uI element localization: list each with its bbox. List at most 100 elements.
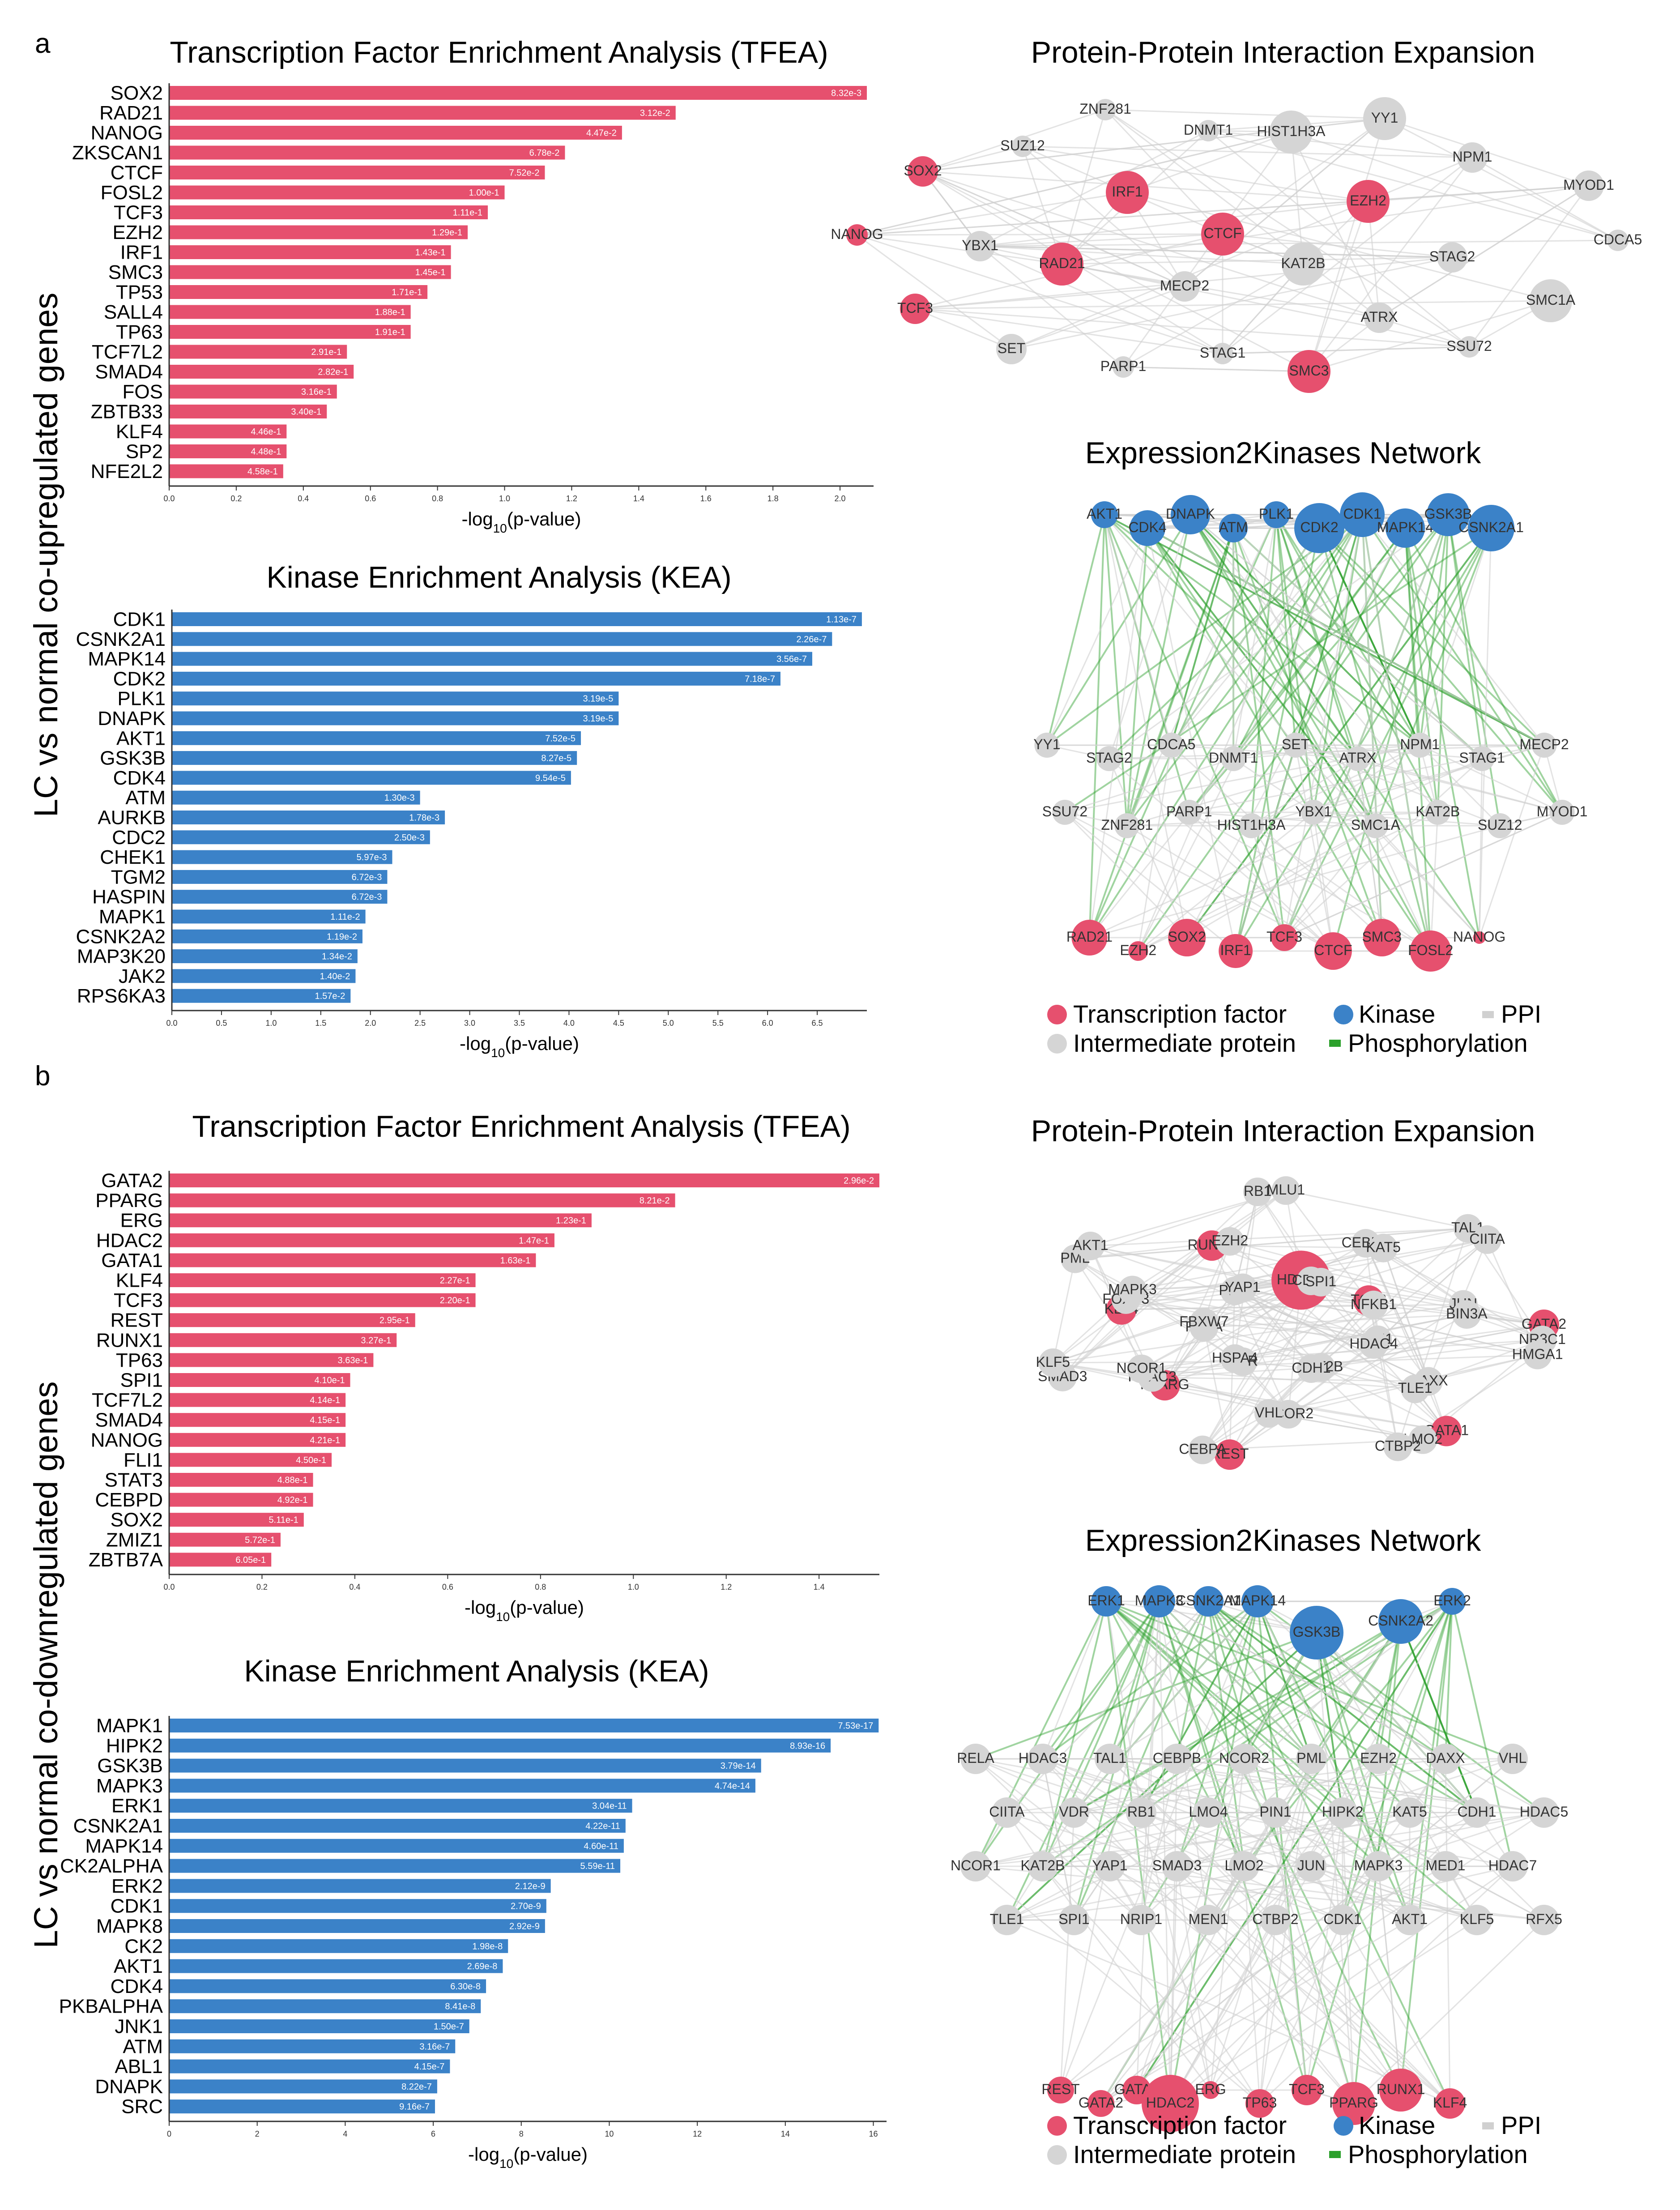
node-circle (1282, 243, 1325, 286)
category-label: HASPIN (92, 886, 166, 908)
ppi-edge (975, 1865, 1544, 1921)
node-circle (1288, 350, 1330, 393)
node-npm1: NPM1 (1400, 733, 1440, 758)
ppi-edge (1397, 1228, 1469, 1447)
bar-chek1 (172, 850, 392, 864)
node-label: YY1 (1033, 736, 1060, 752)
category-label: EZH2 (113, 222, 163, 243)
node-label: IRF1 (1220, 942, 1251, 958)
bar-fli1 (169, 1453, 332, 1467)
ppi-edge (1311, 1339, 1543, 1370)
node-label: NCOR2 (1219, 1750, 1269, 1766)
bar-zkscan1 (169, 145, 565, 160)
node-rad21: RAD21 (1066, 920, 1113, 956)
legend-intermediate-label: Intermediate protein (1073, 2140, 1296, 2168)
value-label: 1.23e-1 (556, 1216, 586, 1226)
bar-ck2 (169, 1939, 508, 1953)
node-mapk3: MAPK3 (1354, 1851, 1403, 1881)
node-spi1: SPI1 (1058, 1905, 1090, 1935)
category-label: MAPK14 (88, 648, 166, 670)
ppi-edge (1109, 744, 1544, 759)
category-label: RPS6KA3 (77, 985, 166, 1007)
node-stag1: STAG1 (1459, 746, 1505, 771)
phosphorylation-edge (1332, 514, 1449, 951)
phosphorylation-edge (1400, 1621, 1478, 1813)
value-label: 8.32e-3 (831, 89, 861, 98)
ppi-edge (1259, 1920, 1276, 2104)
bar-csnk2a1 (172, 632, 832, 646)
node-label: HMGA1 (1512, 1346, 1563, 1362)
bar-klf4 (169, 424, 287, 439)
bar-map3k20 (172, 949, 358, 964)
ppi-edge (1105, 109, 1385, 119)
category-label: RAD21 (99, 102, 163, 124)
node-circle (1096, 746, 1122, 771)
node-circle (992, 1905, 1022, 1935)
bar-sall4 (169, 305, 411, 319)
bar-zbtb33 (169, 405, 327, 418)
ppi-edge (975, 1865, 1260, 2104)
ppi-edge (1006, 1600, 1209, 1813)
legend-ppi-swatch (1482, 2122, 1494, 2129)
category-label: MAPK3 (96, 1775, 163, 1797)
bar-abl1 (169, 2059, 450, 2073)
node-circle (1462, 1905, 1492, 1935)
ppi-edge (1147, 527, 1545, 746)
node-smad3: SMAD3 (1152, 1851, 1202, 1881)
node-label: MAPK3 (1354, 1857, 1403, 1873)
node-circle (1193, 1905, 1224, 1935)
node-circle (1437, 242, 1467, 273)
bar-fosl2 (169, 185, 505, 200)
node-label: MAPK3 (1108, 1281, 1156, 1297)
phosphorylation-edge (975, 1632, 1317, 1760)
node-circle (1028, 1744, 1058, 1774)
node-label: TCF3 (1289, 2081, 1325, 2097)
value-label: 2.50e-3 (394, 833, 425, 843)
node-label: CSNK2A1 (1176, 1592, 1241, 1608)
bar-erk2 (169, 1879, 551, 1893)
node-label: YAP1 (1092, 1857, 1127, 1873)
category-label: ZKSCAN1 (72, 142, 163, 164)
chart-title: Transcription Factor Enrichment Analysis… (170, 35, 828, 69)
node-label: ATRX (1339, 750, 1376, 766)
ppi-edge (1062, 185, 1589, 265)
node-bin3a: BIN3A (1446, 1300, 1488, 1329)
ppi-edge (1211, 1245, 1464, 1306)
node-vdr: VDR (1059, 1797, 1089, 1828)
node-stag2: STAG2 (1086, 746, 1132, 771)
node-circle (1487, 813, 1513, 838)
category-label: GATA1 (101, 1250, 163, 1271)
node-pml: PML (1296, 1744, 1326, 1774)
node-circle (846, 224, 868, 246)
ppi-edge (857, 234, 1012, 350)
ppi-edge (1064, 811, 1188, 939)
ppi-edge (975, 1758, 1142, 1813)
value-label: 3.63e-1 (338, 1356, 368, 1365)
ppi-edge (1207, 1920, 1355, 2104)
phosphorylation-edge (1105, 1600, 1312, 1760)
bar-pkbalpha (169, 1999, 481, 2014)
bar-atm (169, 2039, 456, 2053)
ppi-edge (1288, 1314, 1467, 1415)
ppi-edge (1158, 1601, 1171, 2104)
ppi-edge (1284, 811, 1563, 939)
category-label: ZMIZ1 (106, 1529, 163, 1551)
node-ctbp2: CTBP2 (1252, 1905, 1299, 1935)
ppi-edge (1479, 745, 1545, 938)
bar-zmiz1 (169, 1532, 281, 1547)
node-label: GSK3B (1293, 1624, 1341, 1640)
node-circle (1523, 1340, 1552, 1370)
node-hdac7: HDAC7 (1488, 1851, 1537, 1881)
node-circle (1188, 1435, 1217, 1464)
node-circle (1359, 1330, 1388, 1359)
ppi-edge (1176, 1866, 1211, 2091)
ppi-edge (1285, 1190, 1429, 1382)
node-rfx5: RFX5 (1526, 1905, 1562, 1935)
node-circle (1327, 1905, 1358, 1935)
ppi-edge (1308, 118, 1386, 372)
category-label: CK2 (124, 1935, 163, 1957)
value-label: 6.05e-1 (235, 1555, 266, 1565)
node-label: DAXX (1426, 1750, 1465, 1766)
bar-cdk4 (169, 1979, 486, 1993)
